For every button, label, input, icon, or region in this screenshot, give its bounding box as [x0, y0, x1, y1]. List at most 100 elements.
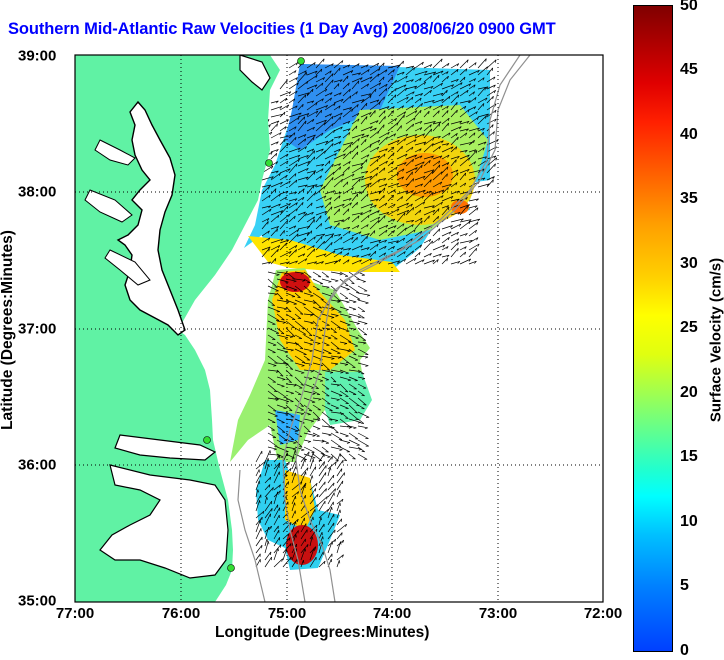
velocity-arrow: [358, 426, 368, 428]
velocity-arrow: [349, 286, 359, 293]
velocity-arrow-head: [332, 507, 333, 510]
velocity-arrow: [433, 229, 440, 236]
velocity-arrow: [487, 60, 496, 68]
velocity-arrow: [271, 124, 278, 131]
velocity-arrow: [337, 460, 343, 469]
velocity-arrow: [340, 454, 347, 461]
velocity-arrow-head: [291, 522, 292, 525]
velocity-arrow: [304, 440, 311, 442]
velocity-arrow: [358, 300, 369, 303]
station-marker: [228, 565, 235, 572]
velocity-arrow-head: [318, 494, 319, 497]
velocity-arrow-head: [353, 302, 356, 303]
velocity-arrow: [319, 501, 325, 511]
velocity-arrow-head: [340, 510, 341, 513]
velocity-arrow: [340, 433, 349, 436]
velocity-arrow: [340, 440, 350, 443]
velocity-arrow: [478, 59, 486, 68]
velocity-arrow-head: [301, 450, 304, 451]
velocity-arrow: [340, 286, 350, 290]
velocity-arrow: [349, 433, 358, 439]
velocity-arrow: [322, 433, 331, 435]
velocity-arrow: [313, 447, 324, 454]
velocity-arrow-head: [284, 290, 287, 291]
velocity-arrow-head: [354, 428, 357, 429]
velocity-arrow: [265, 539, 267, 546]
velocity-arrow-head: [269, 464, 270, 467]
velocity-arrow: [337, 560, 339, 567]
x-tick-label: 77:00: [56, 605, 94, 622]
velocity-arrow: [349, 307, 356, 309]
velocity-arrow-head: [325, 482, 326, 485]
velocity-arrow-head: [364, 334, 367, 335]
velocity-arrow-head: [340, 274, 343, 275]
velocity-arrow-head: [329, 435, 332, 436]
velocity-arrow-head: [292, 279, 295, 280]
velocity-arrow-head: [312, 475, 313, 478]
velocity-arrow-head: [281, 333, 284, 334]
velocity-arrow: [265, 552, 271, 560]
velocity-arrow-head: [330, 467, 331, 470]
colorbar-tick: 35: [680, 190, 698, 208]
colorbar-tick: 40: [680, 126, 698, 144]
station-marker: [266, 160, 273, 167]
velocity-arrow-head: [340, 453, 341, 456]
velocity-arrow-head: [308, 414, 311, 415]
velocity-arrow-head: [348, 76, 349, 79]
colorbar-tick: 30: [680, 255, 698, 273]
velocity-arrow-head: [324, 462, 325, 465]
velocity-arrow-head: [364, 324, 367, 325]
velocity-arrow-head: [303, 560, 304, 563]
velocity-arrow: [337, 524, 347, 532]
velocity-arrow-head: [342, 533, 343, 536]
velocity-arrow-head: [274, 363, 277, 364]
velocity-arrow-head: [312, 458, 315, 459]
velocity-arrow-head: [335, 281, 338, 282]
velocity-arrow-head: [367, 116, 368, 119]
station-marker: [298, 58, 305, 65]
y-tick-label: 36:00: [18, 457, 56, 474]
velocity-arrow-head: [345, 285, 348, 286]
velocity-arrow-head: [313, 459, 314, 462]
velocity-arrow: [433, 59, 442, 68]
velocity-arrow-head: [365, 428, 368, 429]
velocity-arrow: [289, 63, 298, 69]
velocity-arrow: [301, 459, 305, 469]
velocity-arrow-head: [296, 521, 297, 524]
velocity-arrow-head: [328, 457, 331, 458]
velocity-arrow: [358, 286, 367, 291]
velocity-arrow-head: [358, 422, 361, 423]
velocity-arrow: [358, 307, 365, 312]
velocity-arrow: [319, 489, 327, 498]
velocity-arrow: [322, 447, 329, 452]
colorbar-tick: 10: [680, 513, 698, 531]
velocity-arrow: [358, 454, 367, 459]
velocity-arrow-head: [313, 436, 316, 437]
velocity-arrow-head: [339, 223, 340, 226]
velocity-arrow-head: [314, 220, 315, 223]
velocity-arrow: [349, 440, 360, 445]
velocity-arrow-head: [328, 282, 331, 283]
velocity-arrow: [256, 537, 262, 546]
velocity-arrow-head: [262, 517, 263, 520]
velocity-arrow-head: [329, 420, 332, 421]
velocity-arrow: [331, 279, 338, 281]
velocity-arrow-head: [260, 500, 261, 503]
velocity-arrow-head: [361, 423, 364, 424]
colorbar-tick: 5: [680, 577, 689, 595]
velocity-arrow: [274, 545, 281, 553]
colorbar: [633, 5, 673, 652]
x-tick-label: 74:00: [373, 605, 411, 622]
velocity-arrow-head: [298, 318, 301, 319]
velocity-arrow: [451, 242, 458, 250]
colorbar-tick: 0: [680, 642, 689, 660]
velocity-arrow: [328, 475, 334, 483]
colorbar-label: Surface Velocity (cm/s): [708, 258, 724, 422]
colorbar-tick: 15: [680, 448, 698, 466]
velocity-arrow-head: [326, 452, 329, 453]
velocity-arrow-head: [272, 508, 273, 511]
velocity-arrow: [469, 208, 478, 215]
velocity-arrow-head: [401, 126, 402, 129]
y-tick-label: 35:00: [18, 593, 56, 610]
